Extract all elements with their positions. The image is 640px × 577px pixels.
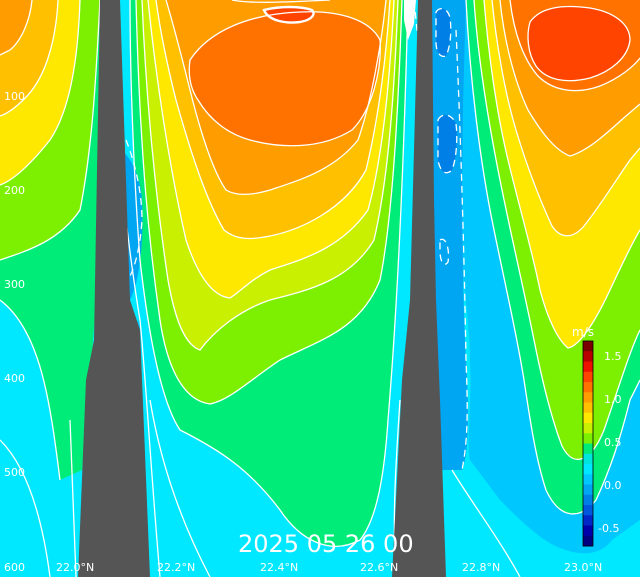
- colorbar-swatch: [583, 412, 593, 424]
- colorbar-swatch: [583, 443, 593, 455]
- terrain-ridge-right: [392, 0, 446, 577]
- colorbar-swatch: [583, 474, 593, 485]
- colorbar-swatch: [583, 494, 593, 506]
- colorbar-label-2: 1.0: [604, 393, 622, 406]
- lat-tick-22-0: 22.0°N: [56, 561, 94, 574]
- depth-tick-400: 400: [4, 372, 25, 385]
- lat-tick-22-2: 22.2°N: [157, 561, 195, 574]
- colorbar-swatch: [583, 484, 593, 496]
- colorbar-label-5: -0.5: [598, 522, 619, 535]
- colorbar-swatch: [583, 464, 593, 475]
- colorbar-swatch: [583, 392, 593, 403]
- colorbar-label-1: 1.5: [604, 350, 622, 363]
- depth-tick-600: 600: [4, 561, 25, 574]
- bathymetry-terrain: [78, 0, 446, 577]
- colorbar-units: m/s: [572, 325, 594, 339]
- terrain-ridge-left: [78, 0, 150, 577]
- lat-tick-22-8: 22.8°N: [462, 561, 500, 574]
- colorbar-label-4: 0.0: [604, 479, 622, 492]
- colorbar-swatch: [583, 515, 593, 526]
- colorbar-swatch: [583, 382, 593, 393]
- colorbar-swatch: [583, 453, 593, 465]
- date-label: 2025 05 26 00: [238, 530, 414, 558]
- depth-tick-300: 300: [4, 278, 25, 291]
- colorbar-swatch: [583, 433, 593, 444]
- colorbar-swatch: [583, 371, 593, 383]
- terrain-notch: [404, 0, 416, 40]
- colorbar-swatch: [583, 351, 593, 362]
- colorbar-swatch: [583, 535, 593, 547]
- depth-axis: 100 200 300 400 500 600: [4, 90, 25, 574]
- lat-tick-22-4: 22.4°N: [260, 561, 298, 574]
- latitude-axis: 22.0°N 22.2°N 22.4°N 22.6°N 22.8°N 23.0°…: [56, 561, 602, 574]
- depth-tick-200: 200: [4, 184, 25, 197]
- lat-tick-22-6: 22.6°N: [360, 561, 398, 574]
- colorbar-label-3: 0.5: [604, 436, 622, 449]
- colorbar-swatch: [583, 402, 593, 414]
- colorbar-swatch: [583, 361, 593, 373]
- colorbar: m/s 1.5 1.0 0.5 0.0 -0.5: [572, 325, 622, 547]
- colorbar-frame: [582, 340, 594, 547]
- colorbar-swatch: [583, 423, 593, 434]
- center-jet: [126, 0, 410, 577]
- depth-tick-500: 500: [4, 466, 25, 479]
- colorbar-swatch: [583, 525, 593, 537]
- depth-tick-100: 100: [4, 90, 25, 103]
- colorbar-swatch: [583, 505, 593, 516]
- lat-tick-23-0: 23.0°N: [564, 561, 602, 574]
- colorbar-swatch: [583, 341, 593, 352]
